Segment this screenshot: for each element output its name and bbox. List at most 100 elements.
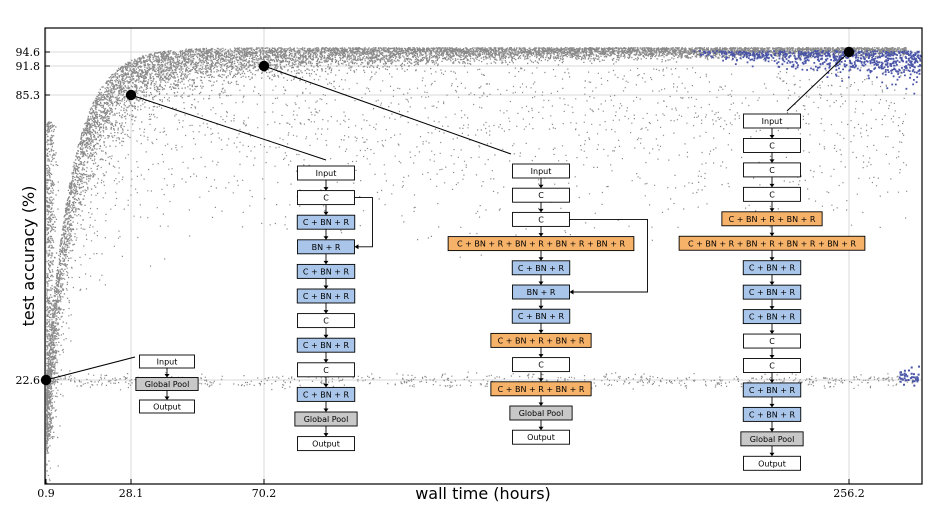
arrow-head bbox=[538, 233, 544, 237]
arrow-head bbox=[769, 428, 775, 432]
arrow-head bbox=[569, 289, 574, 295]
arrow-head bbox=[769, 452, 775, 457]
layer-label: C + BN + R bbox=[303, 390, 350, 399]
layer-label: C + BN + R bbox=[303, 267, 350, 276]
arrow-head bbox=[538, 184, 544, 189]
arrow-head bbox=[323, 187, 329, 191]
arrow-head bbox=[769, 330, 775, 335]
arrow-head bbox=[538, 329, 544, 334]
arrow-head bbox=[538, 208, 544, 213]
y-tick-label: 85.3 bbox=[16, 89, 41, 102]
arrow-head bbox=[538, 378, 544, 382]
layer-label: BN + R bbox=[312, 243, 341, 252]
arrow-head bbox=[538, 354, 544, 358]
architecture-diagrams: Input Global Pool Output Input C C + BN + R BN… bbox=[135, 113, 866, 471]
arrow-head bbox=[538, 305, 544, 310]
layer-label: C + BN + R bbox=[303, 218, 350, 227]
layer-label: C + BN + R + BN + R bbox=[498, 336, 585, 345]
layer-label: Output bbox=[312, 440, 340, 449]
connector-line bbox=[263, 65, 512, 155]
x-axis-title: wall time (hours) bbox=[415, 484, 551, 503]
layer-label: C + BN + R + BN + R bbox=[729, 215, 816, 224]
x-tick-label: 28.1 bbox=[119, 487, 144, 500]
x-tick-label: 256.2 bbox=[833, 487, 865, 500]
connector-lines bbox=[45, 51, 850, 381]
layer-box bbox=[297, 436, 355, 452]
arrow-head bbox=[164, 396, 170, 400]
arrow-head bbox=[769, 306, 775, 310]
layer-label: C + BN + R bbox=[749, 264, 796, 273]
connector-line bbox=[786, 51, 850, 112]
arrow-head bbox=[538, 281, 544, 285]
layer-label: C bbox=[769, 141, 775, 150]
connector-line bbox=[45, 356, 136, 381]
layer-label: C + BN + R bbox=[518, 264, 565, 273]
arrow-head bbox=[323, 260, 329, 265]
layer-label: Output bbox=[758, 459, 786, 468]
layer-label: C + BN + R bbox=[749, 386, 796, 395]
connector-line bbox=[130, 94, 327, 161]
arrow-head bbox=[354, 244, 359, 250]
arrow-head bbox=[769, 208, 775, 212]
x-tick-label: 0.9 bbox=[37, 487, 55, 500]
arrow-head bbox=[769, 403, 775, 408]
layer-label: C bbox=[538, 215, 544, 224]
layer-label: C + BN + R + BN + R + BN + R + BN + R bbox=[457, 240, 625, 249]
arrow-head bbox=[323, 433, 329, 437]
highlight-point bbox=[125, 89, 137, 101]
highlight-point bbox=[843, 46, 855, 58]
layer-label: C bbox=[323, 194, 329, 203]
y-tick-label: 94.6 bbox=[16, 46, 41, 59]
recent-low-points bbox=[898, 365, 920, 387]
highlight-markers bbox=[40, 46, 855, 386]
axis-ticks: 0.9 28.1 70.2 256.2 22.6 85.3 91.894.6 bbox=[16, 46, 865, 500]
layer-label: C bbox=[769, 337, 775, 346]
arrow-head bbox=[769, 159, 775, 163]
arrow-head bbox=[769, 183, 775, 188]
skip-connection bbox=[354, 197, 373, 248]
arrow-head bbox=[538, 426, 544, 431]
layer-label: Global Pool bbox=[304, 415, 349, 424]
architecture-1: Input Global Pool Output bbox=[135, 354, 199, 414]
arrow-head bbox=[164, 374, 170, 378]
layer-label: C + BN + R + BN + R + BN + R + BN + R bbox=[688, 239, 856, 248]
layer-box bbox=[512, 429, 570, 445]
layer-label: C + BN + R bbox=[303, 341, 350, 350]
layer-label: C bbox=[323, 317, 329, 326]
highlight-point bbox=[258, 60, 270, 72]
y-axis-title: test accuracy (%) bbox=[19, 186, 38, 327]
layer-label: Input bbox=[316, 169, 337, 178]
layer-label: Global Pool bbox=[145, 380, 190, 389]
arrow-head bbox=[323, 334, 329, 339]
layer-label: C + BN + R bbox=[518, 312, 565, 321]
early-points bbox=[46, 121, 60, 441]
arrow-head bbox=[323, 236, 329, 240]
architecture-2: Input C C + BN + R BN + R C + BN + R C + BN +… bbox=[294, 165, 373, 452]
highlight-point bbox=[40, 374, 52, 386]
arrow-head bbox=[538, 257, 544, 261]
layer-label: Input bbox=[157, 358, 178, 367]
layer-label: Output bbox=[153, 403, 181, 412]
layer-label: C bbox=[769, 166, 775, 175]
layer-label: C + BN + R bbox=[749, 313, 796, 322]
arrow-head bbox=[769, 355, 775, 359]
arrow-head bbox=[323, 285, 329, 289]
layer-label: C bbox=[323, 366, 329, 375]
arrow-head bbox=[323, 383, 329, 388]
scatter-points bbox=[46, 47, 922, 484]
layer-label: C bbox=[538, 191, 544, 200]
layer-box bbox=[743, 455, 801, 471]
architecture-3: Input C C C + BN + R + BN + R + BN + R + BN… bbox=[447, 163, 648, 445]
arrow-head bbox=[323, 359, 329, 363]
layer-label: Global Pool bbox=[750, 435, 795, 444]
layer-label: BN + R bbox=[527, 288, 556, 297]
arrow-head bbox=[538, 402, 544, 406]
plot-frame bbox=[44, 27, 923, 485]
arrow-head bbox=[323, 310, 329, 314]
skip-connection bbox=[569, 218, 648, 293]
arrow-head bbox=[323, 408, 329, 412]
y-tick-label: 91.8 bbox=[16, 60, 41, 73]
recent-points bbox=[693, 50, 922, 95]
arrow-head bbox=[769, 134, 775, 139]
